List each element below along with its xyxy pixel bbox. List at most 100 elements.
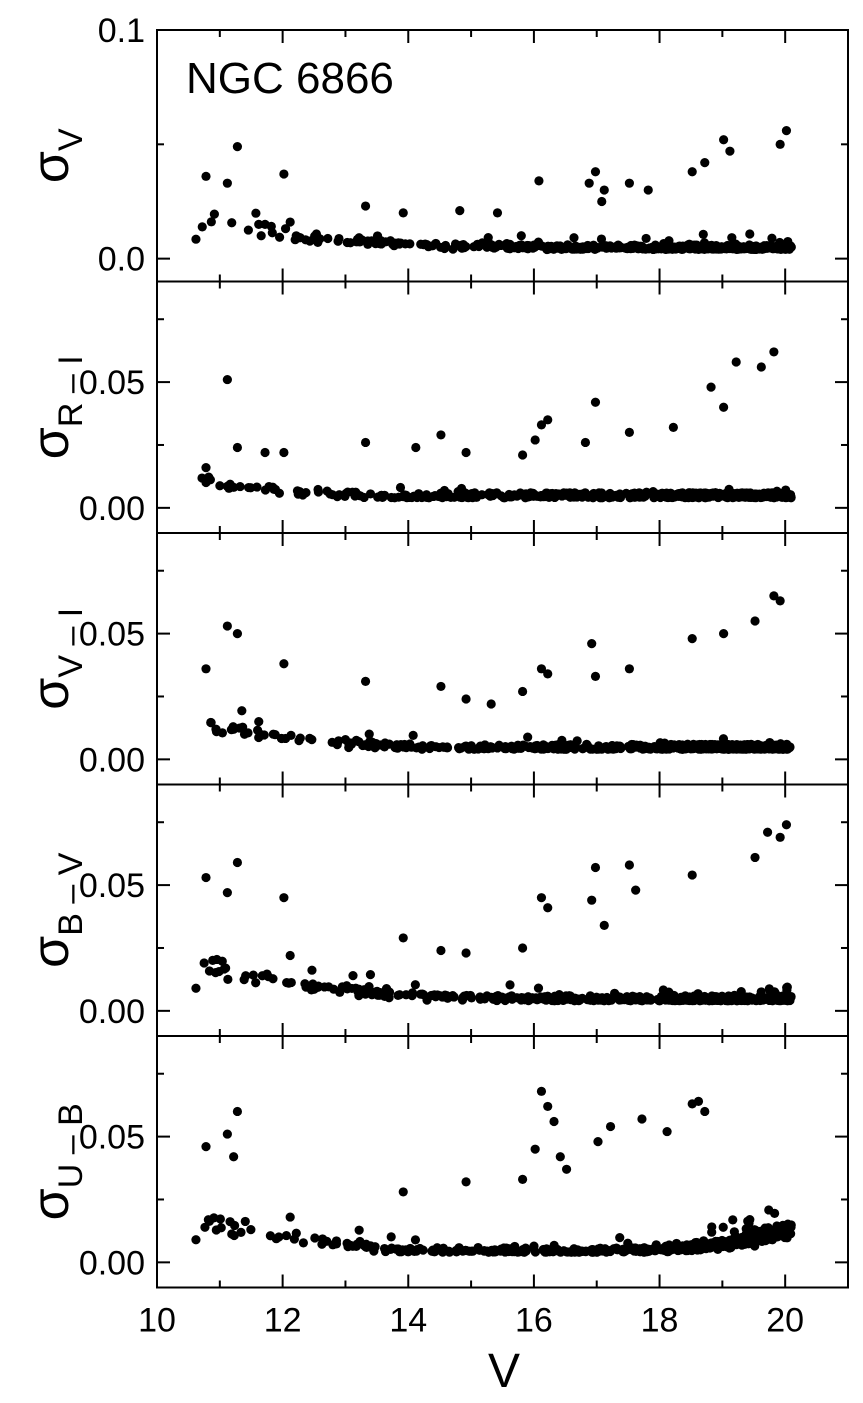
data-point <box>344 738 354 749</box>
data-point <box>281 1230 291 1241</box>
data-point <box>199 958 209 968</box>
data-point <box>643 185 653 195</box>
data-point <box>543 415 553 425</box>
data-point <box>763 1223 773 1233</box>
data-point <box>742 488 752 498</box>
data-point <box>785 490 796 500</box>
data-point <box>767 233 777 243</box>
data-point <box>604 996 614 1006</box>
y-tick-label: 0.05 <box>79 616 145 654</box>
data-point <box>381 237 391 247</box>
data-point <box>750 616 760 626</box>
data-point <box>720 1236 730 1247</box>
data-point <box>280 224 291 234</box>
data-point <box>783 1221 793 1231</box>
data-point <box>408 730 418 740</box>
data-point <box>590 397 601 407</box>
data-point <box>644 1246 654 1256</box>
data-point <box>570 243 580 253</box>
data-point <box>438 742 448 752</box>
data-point <box>191 1235 201 1245</box>
data-point <box>585 242 595 252</box>
data-point <box>756 362 766 372</box>
data-point <box>769 347 779 357</box>
data-point <box>687 167 697 177</box>
data-point <box>665 242 676 253</box>
data-point <box>449 992 459 1002</box>
cluster-annotation: NGC 6866 <box>186 54 394 103</box>
data-point <box>624 427 634 437</box>
data-point <box>705 740 715 750</box>
data-point <box>357 235 367 245</box>
data-point <box>578 242 588 253</box>
data-point <box>529 242 540 252</box>
data-point <box>501 744 511 754</box>
x-tick-label: 16 <box>515 1302 553 1340</box>
data-point <box>390 238 400 248</box>
data-point <box>334 490 344 500</box>
data-point <box>238 722 248 732</box>
data-point <box>543 1101 553 1112</box>
data-point <box>732 1238 742 1248</box>
data-point <box>519 489 529 499</box>
data-point <box>563 240 573 250</box>
data-point <box>529 1241 539 1251</box>
data-point <box>310 1233 320 1243</box>
data-point <box>745 1214 755 1225</box>
y-tick-label: 0.00 <box>79 993 145 1031</box>
data-point <box>331 1236 342 1246</box>
data-point <box>285 950 295 961</box>
data-point <box>675 995 685 1006</box>
data-point <box>197 222 207 232</box>
data-point <box>215 481 225 491</box>
data-point <box>222 888 232 898</box>
x-tick-label: 12 <box>264 1302 302 1340</box>
data-point <box>518 450 528 460</box>
data-point <box>537 241 547 251</box>
data-point <box>489 1246 499 1256</box>
data-point <box>416 989 426 999</box>
data-point <box>222 178 232 188</box>
data-point <box>716 491 727 501</box>
data-point <box>279 893 289 903</box>
data-point <box>265 1231 275 1241</box>
data-point <box>551 489 561 499</box>
data-point <box>598 242 608 252</box>
data-point <box>781 126 792 136</box>
data-point <box>528 488 538 499</box>
data-point <box>360 989 371 999</box>
data-point <box>553 744 563 754</box>
data-point <box>683 242 694 253</box>
data-point <box>401 990 411 1000</box>
data-point <box>201 171 211 181</box>
data-point <box>641 233 651 244</box>
data-point <box>352 984 362 994</box>
data-point <box>696 994 706 1004</box>
data-point <box>661 994 671 1004</box>
data-point <box>206 217 216 227</box>
data-point <box>209 209 219 219</box>
data-point <box>543 903 553 913</box>
data-point <box>706 382 716 392</box>
data-point <box>325 489 335 499</box>
data-point <box>674 743 685 753</box>
y-axis-label: σB – V <box>22 852 90 968</box>
data-point <box>667 1244 677 1254</box>
y-tick-label: 0.1 <box>98 12 145 50</box>
data-point <box>225 479 235 489</box>
data-point <box>206 718 216 728</box>
data-point <box>750 995 761 1005</box>
data-point <box>654 242 665 252</box>
y-axis-label: σU – B <box>22 1103 90 1220</box>
data-point <box>683 994 693 1004</box>
data-point <box>599 920 609 930</box>
data-point <box>232 629 243 639</box>
data-point <box>436 430 446 440</box>
data-point <box>439 243 450 254</box>
data-point <box>772 1221 782 1231</box>
data-point <box>770 1208 780 1218</box>
data-point <box>426 740 437 751</box>
data-point <box>229 724 239 734</box>
data-point <box>599 185 609 195</box>
data-point <box>750 852 760 863</box>
